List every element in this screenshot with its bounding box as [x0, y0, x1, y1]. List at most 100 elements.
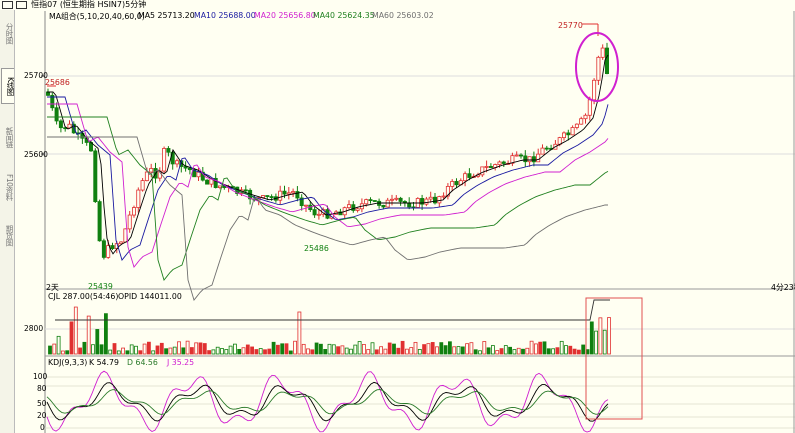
volume-bar — [512, 349, 517, 355]
volume-bar — [271, 341, 276, 355]
ma-legend-name: MA组合(5,10,20,40,60,0) — [49, 12, 145, 21]
ma5-line — [47, 54, 609, 255]
volume-bar — [417, 349, 422, 355]
candle-body — [213, 177, 218, 188]
volume-bar — [521, 348, 525, 355]
open-interest-line — [55, 299, 610, 321]
candle-body — [484, 166, 489, 168]
volume-bar — [297, 311, 302, 355]
tab-kline[interactable]: K线图 — [1, 68, 15, 104]
highlight-box — [585, 297, 643, 420]
window-square-icon[interactable] — [2, 0, 13, 9]
candle-body — [355, 208, 360, 211]
price-axis-label-25600: 25600 — [24, 150, 48, 159]
ma10-legend: MA10 25688.00 — [194, 11, 256, 20]
candle-body — [54, 107, 59, 122]
volume-bar — [508, 346, 513, 355]
volume-bar — [185, 340, 190, 355]
volume-bar — [495, 350, 500, 355]
volume-bar — [82, 341, 87, 355]
volume-bar — [482, 341, 487, 355]
volume-bar — [383, 348, 388, 355]
volume-bar — [559, 340, 564, 355]
volume-bar — [607, 317, 611, 355]
kdj-axis-0: 0 — [40, 423, 45, 432]
volume-bar — [207, 350, 212, 355]
kdj-d-line — [46, 389, 609, 415]
volume-bar — [241, 347, 246, 355]
tab-f10[interactable]: F10资料 — [5, 173, 14, 201]
ma20-legend: MA20 25656.80 — [254, 11, 316, 20]
candle-body — [303, 204, 308, 207]
candle-body — [372, 200, 377, 202]
tab-news[interactable]: 新闻链 — [5, 126, 14, 148]
candle-body — [127, 214, 132, 230]
candle-body — [364, 199, 369, 205]
candle-body — [467, 173, 472, 178]
candle-body — [445, 186, 450, 197]
volume-bar — [499, 348, 504, 355]
ma40-legend: MA40 25624.35 — [313, 11, 375, 20]
candle-body — [106, 245, 111, 258]
candle-body — [497, 161, 502, 165]
ma20-line — [47, 103, 609, 268]
candle-body — [385, 199, 390, 208]
volume-bar — [99, 344, 104, 355]
volume-bar — [78, 347, 82, 355]
volume-bar — [503, 345, 508, 355]
candle-body — [243, 189, 248, 192]
window-square-icon-2[interactable] — [15, 0, 27, 9]
candle-body — [196, 171, 201, 178]
volume-bar — [374, 349, 379, 355]
volume-bar — [267, 348, 272, 355]
candle-body — [299, 197, 304, 207]
chart-title: 恒指07 (恒生期指 HSIN7)5分钟 — [31, 0, 147, 9]
volume-bar — [370, 342, 375, 355]
ma60-line — [47, 136, 608, 301]
price-axis-label-25700: 25700 — [24, 71, 48, 80]
volume-bar — [465, 343, 470, 355]
low-mid-label: 25486 — [304, 244, 329, 253]
volume-bar — [194, 342, 199, 355]
volume-bar — [478, 350, 482, 355]
tab-futures[interactable]: 期货图 — [5, 224, 14, 246]
volume-bar — [56, 335, 61, 355]
volume-bar — [134, 345, 138, 355]
volume-axis-label: 2800 — [24, 324, 44, 333]
candle-body — [398, 197, 403, 202]
candle-body — [50, 94, 55, 109]
volume-bar — [551, 348, 555, 355]
volume-bar — [318, 343, 323, 355]
candle-body — [316, 213, 321, 216]
volume-bar — [572, 348, 577, 355]
candle-body — [93, 150, 98, 203]
candle-body — [531, 156, 536, 163]
candle-body — [519, 154, 524, 157]
volume-bar — [564, 345, 568, 355]
volume-bar — [452, 346, 457, 355]
volume-bar — [65, 350, 70, 355]
volume-bar — [306, 348, 310, 355]
candle-body — [131, 207, 136, 216]
candle-body — [351, 204, 356, 211]
candle-body — [407, 202, 412, 208]
open-interest-legend: OPID 144011.00 — [118, 292, 182, 301]
candle-body — [338, 211, 343, 216]
candle-body — [605, 47, 610, 75]
kdj-k-legend: K 54.79 — [89, 358, 119, 367]
volume-bar — [413, 341, 418, 355]
tab-intraday[interactable]: 分时图 — [5, 22, 14, 44]
volume-bar — [138, 350, 143, 355]
candle-body — [570, 127, 575, 136]
volume-bar — [250, 346, 255, 355]
volume-bar — [301, 343, 306, 355]
candle-body — [368, 199, 373, 202]
volume-bar — [293, 340, 298, 355]
volume-bar — [577, 349, 581, 355]
volume-bar — [529, 340, 534, 355]
volume-bar — [112, 343, 117, 355]
candle-body — [346, 204, 351, 209]
volume-bar — [177, 341, 181, 355]
volume-bar — [91, 344, 95, 355]
